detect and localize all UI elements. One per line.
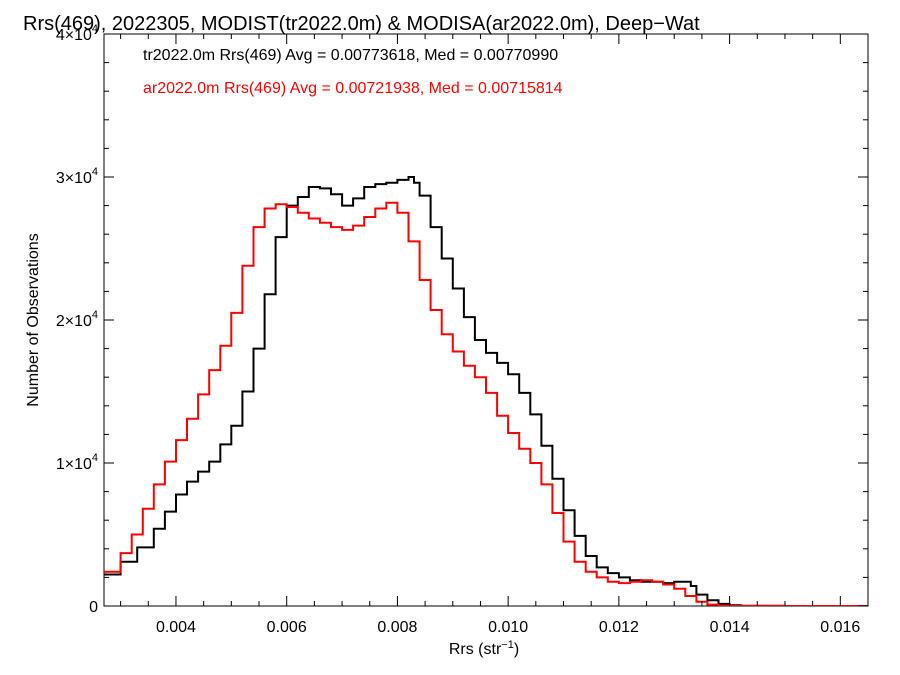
x-tick-label: 0.006: [267, 619, 307, 636]
y-tick-label: 3×104: [56, 166, 98, 187]
annotation-tr-stats: tr2022.0m Rrs(469) Avg = 0.00773618, Med…: [143, 47, 558, 64]
y-tick-label: 0: [89, 599, 98, 616]
y-tick-label: 4×104: [56, 23, 98, 44]
y-tick-label: 2×104: [56, 309, 98, 330]
series-line-1: [104, 201, 868, 606]
x-tick-label: 0.010: [488, 619, 528, 636]
x-tick-labels: 0.004 0.006 0.008 0.010 0.012 0.014 0.016: [156, 619, 860, 636]
x-tick-label: 0.012: [599, 619, 639, 636]
x-tick-label: 0.004: [156, 619, 196, 636]
x-tick-label: 0.016: [820, 619, 860, 636]
annotation-ar-stats: ar2022.0m Rrs(469) Avg = 0.00721938, Med…: [143, 80, 563, 97]
ticks-layer: [104, 33, 869, 607]
x-axis-label: Rrs (str−1): [449, 639, 519, 658]
x-axis-label-end: ): [514, 641, 519, 658]
x-tick-label: 0.014: [710, 619, 750, 636]
x-axis-label-base: Rrs (str: [449, 641, 502, 658]
series-layer: [104, 176, 868, 606]
y-axis-label: Number of Observations: [25, 233, 42, 406]
plot-area: [103, 33, 869, 607]
x-axis-label-superscript: −1: [501, 639, 514, 651]
y-tick-labels: 0 1×104 2×104 3×104 4×104: [56, 23, 98, 616]
x-tick-label: 0.008: [377, 619, 417, 636]
plot-frame: [103, 33, 869, 607]
y-tick-label: 1×104: [56, 452, 98, 473]
chart-title: Rrs(469), 2022305, MODIST(tr2022.0m) & M…: [23, 13, 700, 35]
